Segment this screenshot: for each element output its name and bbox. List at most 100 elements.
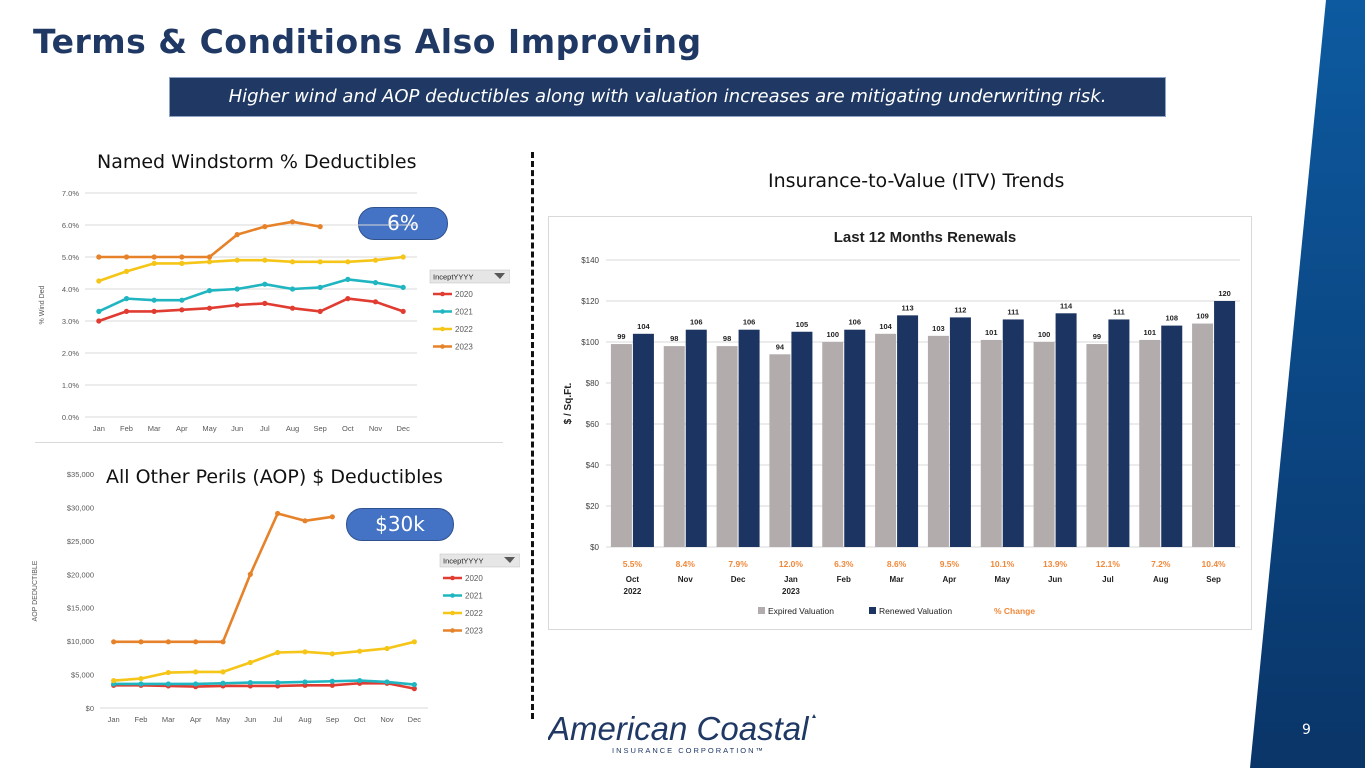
- wind-ytick-label: 3.0%: [62, 317, 79, 326]
- aop-xtick-label: May: [216, 715, 230, 724]
- itv-bar-expired: [822, 342, 844, 547]
- wind-point-2021: [206, 288, 213, 294]
- wind-point-2023: [262, 224, 268, 230]
- itv-ytick-label: $0: [590, 543, 599, 552]
- wind-point-2021: [317, 284, 323, 290]
- aop-legend-title-box: [439, 553, 520, 568]
- itv-xtick-sublabel: 2023: [782, 587, 800, 596]
- itv-ytick-label: $140: [581, 256, 599, 265]
- aop-ytick-label: $5,000: [71, 671, 94, 680]
- wind-legend-title: InceptYYYY: [433, 273, 473, 282]
- wind-ytick-label: 7.0%: [62, 189, 79, 198]
- wind-legend-marker-2023: [440, 344, 445, 349]
- itv-bar-value-label: 104: [879, 322, 892, 331]
- aop-xtick-label: Jan: [108, 715, 120, 724]
- itv-xtick-label: Dec: [731, 575, 746, 584]
- aop-point-2021: [193, 681, 199, 687]
- aop-legend-label-2022: 2022: [465, 609, 483, 618]
- wind-legend-marker-2021: [440, 309, 445, 314]
- wind-point-2020: [345, 296, 351, 302]
- wind-legend-marker-2020: [440, 291, 445, 297]
- aop-point-2023: [111, 639, 117, 645]
- itv-bar-expired: [769, 354, 791, 547]
- aop-legend-marker-2023: [450, 628, 455, 633]
- wind-point-2020: [206, 305, 213, 311]
- aop-point-2023: [302, 518, 308, 524]
- aop-legend-filter-icon: [504, 557, 515, 563]
- wind-ytick-label: 1.0%: [62, 381, 79, 390]
- itv-pct-change-label: 5.5%: [623, 559, 643, 569]
- aop-point-2022: [165, 669, 171, 676]
- wind-point-2022: [289, 259, 296, 265]
- itv-xtick-label: Apr: [943, 575, 957, 584]
- aop-xtick-label: Sep: [326, 715, 339, 724]
- itv-ytick-label: $60: [586, 420, 600, 429]
- aop-point-2021: [220, 680, 226, 686]
- aop-xtick-label: Dec: [408, 715, 422, 724]
- itv-bar-value-label: 98: [723, 334, 731, 343]
- itv-bar-renewed: [738, 329, 760, 547]
- logo-star-icon: [812, 714, 816, 718]
- wind-xtick-label: Jul: [260, 424, 270, 433]
- aop-xtick-label: Aug: [298, 715, 311, 724]
- itv-bar-value-label: 106: [848, 318, 861, 327]
- wind-point-2023: [96, 254, 102, 260]
- itv-bar-expired: [875, 333, 897, 547]
- itv-bar-value-label: 101: [985, 328, 998, 337]
- itv-pct-change-label: 12.0%: [779, 559, 804, 569]
- itv-ytick-label: $80: [586, 379, 600, 388]
- wind-point-2021: [123, 296, 130, 302]
- wind-xtick-label: Mar: [148, 424, 161, 433]
- wind-point-2020: [262, 300, 268, 306]
- itv-bar-value-label: 94: [776, 342, 785, 351]
- itv-bar-value-label: 114: [1060, 301, 1073, 310]
- itv-ytick-label: $100: [581, 338, 599, 347]
- aop-point-2021: [357, 677, 363, 684]
- wind-point-2020: [179, 307, 185, 313]
- wind-point-2022: [206, 259, 213, 265]
- wind-badge: 6%: [358, 207, 448, 240]
- wind-xtick-label: Jan: [93, 424, 105, 433]
- slide-title: Terms & Conditions Also Improving: [33, 22, 702, 61]
- wind-legend-title-box: [429, 269, 510, 284]
- itv-pct-change-label: 10.1%: [990, 559, 1015, 569]
- itv-bar-value-label: 105: [796, 320, 809, 329]
- aop-point-2022: [329, 651, 335, 657]
- itv-bar-expired: [663, 346, 685, 547]
- itv-bar-value-label: 100: [1038, 330, 1051, 339]
- itv-ytick-label: $40: [586, 461, 600, 470]
- itv-bar-value-label: 100: [826, 330, 839, 339]
- itv-xtick-label: Oct: [626, 575, 640, 584]
- itv-y-axis-label: $ / Sq.Ft.: [563, 382, 574, 424]
- wind-series-line-2021: [98, 278, 404, 313]
- aop-point-2023: [193, 639, 199, 645]
- itv-pct-change-label: 7.9%: [728, 559, 748, 569]
- itv-bar-expired: [1033, 342, 1055, 547]
- aop-xtick-label: Jun: [244, 715, 256, 724]
- wind-xtick-label: Jun: [231, 424, 243, 433]
- itv-pct-change-label: 10.4%: [1202, 559, 1227, 569]
- itv-bar-value-label: 112: [954, 305, 966, 314]
- itv-xtick-label: Jan: [784, 575, 798, 584]
- itv-bar-value-label: 103: [932, 324, 945, 333]
- itv-xtick-label: Jun: [1048, 575, 1062, 584]
- itv-chart-heading: Insurance-to-Value (ITV) Trends: [768, 170, 1065, 192]
- wind-point-2020: [289, 305, 296, 311]
- wind-legend-label-2021: 2021: [455, 308, 473, 317]
- itv-pct-change-label: 9.5%: [940, 559, 960, 569]
- itv-xtick-label: Mar: [889, 575, 903, 584]
- aop-legend-marker-2022: [450, 610, 455, 616]
- aop-xtick-label: Oct: [354, 715, 367, 724]
- itv-pct-change-label: 13.9%: [1043, 559, 1068, 569]
- wind-xtick-label: Dec: [396, 424, 410, 433]
- aop-point-2022: [411, 639, 417, 645]
- wind-point-2021: [345, 276, 351, 282]
- itv-bar-value-label: 99: [617, 332, 625, 341]
- wind-point-2022: [345, 259, 351, 265]
- wind-legend-filter-icon: [494, 273, 505, 279]
- american-coastal-logo: American Coastal INSURANCE CORPORATION™: [546, 706, 828, 760]
- aop-point-2021: [275, 679, 281, 686]
- itv-bar-expired: [716, 346, 738, 547]
- wind-point-2022: [262, 257, 268, 263]
- aop-legend-label-2023: 2023: [465, 627, 483, 636]
